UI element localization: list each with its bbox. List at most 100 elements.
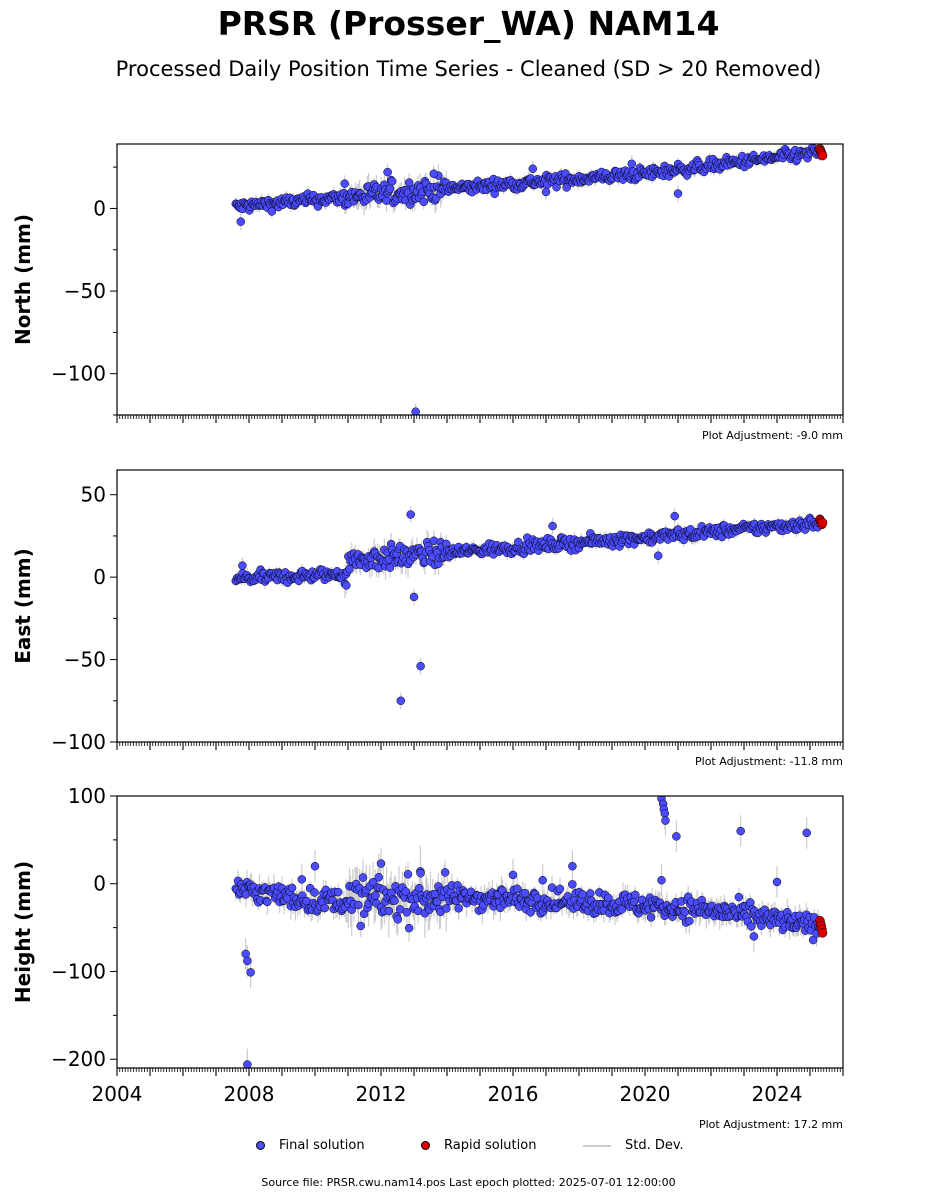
final-point-outlier: [409, 592, 419, 602]
legend-rapid-marker: [421, 1141, 430, 1150]
final-point: [403, 870, 413, 879]
final-point: [746, 922, 756, 931]
final-point: [387, 177, 397, 186]
final-point-outlier: [657, 875, 666, 885]
final-point-outlier: [672, 832, 681, 841]
final-point: [808, 935, 818, 945]
final-point-outlier: [660, 809, 670, 818]
final-point: [568, 880, 577, 889]
panel-north: 0 −50 −100 North (mm) Plot Adjustment: -9.0 …: [11, 143, 844, 442]
rapid-solution-points: [815, 514, 828, 530]
source-footer: Source file: PRSR.cwu.nam14.pos Last epo…: [261, 1176, 676, 1189]
final-point: [520, 888, 530, 898]
rapid-point: [817, 150, 828, 161]
final-point-outlier: [342, 581, 351, 590]
final-point: [263, 897, 272, 907]
final-point-outlier: [376, 859, 386, 868]
y-tick-label: 0: [93, 872, 106, 896]
final-point: [514, 537, 523, 547]
final-point: [604, 893, 613, 903]
final-point: [414, 883, 424, 893]
std-dev-bars: [235, 796, 821, 1068]
y-axis: 100 0 −100 −200: [51, 784, 117, 1071]
final-point-outlier: [538, 875, 547, 885]
final-point: [371, 891, 380, 900]
final-point: [393, 915, 403, 924]
final-point-outlier: [238, 561, 247, 570]
plot-adjustment-label: Plot Adjustment: 17.2 mm: [699, 1118, 843, 1131]
final-point-outlier: [541, 187, 551, 197]
y-axis: 0 −50 −100: [51, 166, 117, 416]
final-point: [287, 883, 297, 893]
final-point-outlier: [416, 661, 425, 671]
plot-area: [231, 796, 828, 1068]
final-point-outlier: [548, 521, 557, 531]
legend-rapid-label: Rapid solution: [444, 1138, 537, 1153]
final-point-outlier: [236, 217, 245, 226]
y-axis-label: North (mm): [11, 214, 35, 345]
final-point: [401, 887, 410, 896]
final-point: [745, 898, 755, 907]
x-tick-label: 2024: [752, 1082, 803, 1106]
final-point: [617, 905, 627, 914]
final-point: [385, 563, 395, 572]
final-point: [384, 906, 394, 916]
final-point-outlier: [429, 169, 439, 178]
rapid-solution-points: [815, 144, 828, 161]
y-tick-label: −50: [64, 279, 106, 303]
rapid-solution-points: [815, 915, 828, 938]
y-tick-label: −100: [51, 959, 106, 983]
final-point-outlier: [736, 826, 745, 836]
final-point: [358, 873, 368, 882]
final-point: [419, 197, 428, 207]
x-tick-label: 2012: [356, 1082, 407, 1106]
y-tick-label: 0: [93, 565, 106, 589]
x-tick-label: 2020: [620, 1082, 671, 1106]
final-point-outlier: [653, 551, 663, 560]
final-point: [267, 207, 277, 216]
final-point-outlier: [627, 159, 637, 169]
final-point: [512, 884, 522, 894]
final-point-outlier: [661, 816, 670, 825]
y-tick-label: 50: [81, 483, 106, 507]
final-point: [680, 907, 690, 917]
final-point-outlier: [246, 968, 255, 977]
final-point-outlier: [243, 956, 252, 966]
final-point: [454, 904, 463, 913]
final-point-outlier: [508, 870, 518, 880]
final-point: [685, 916, 694, 926]
y-axis-label: East (mm): [11, 548, 35, 664]
final-point-outlier: [243, 1060, 252, 1068]
rapid-point: [817, 928, 828, 938]
legend-final-label: Final solution: [279, 1138, 365, 1153]
final-point: [404, 923, 414, 933]
rapid-point: [817, 518, 828, 528]
final-point: [586, 889, 595, 898]
final-point: [734, 892, 744, 902]
chart-subtitle: Processed Daily Position Time Series - C…: [115, 57, 822, 81]
final-point: [385, 184, 395, 193]
final-point: [402, 908, 412, 917]
final-point-outlier: [673, 189, 683, 198]
final-point-outlier: [297, 875, 307, 884]
plot-frame: [116, 469, 844, 743]
final-point-outlier: [241, 949, 250, 959]
y-tick-label: 0: [93, 196, 106, 220]
legend-std-line: [583, 1144, 611, 1147]
legend-final-marker: [256, 1141, 265, 1150]
final-point: [631, 890, 640, 900]
x-axis: [116, 415, 844, 423]
final-point: [526, 908, 535, 917]
final-point-outlier: [416, 868, 425, 878]
final-point: [404, 178, 414, 187]
y-axis-label: Height (mm): [11, 861, 35, 1003]
final-point: [442, 904, 451, 913]
legend-final: Final solution: [256, 1138, 365, 1153]
x-axis: 2004 2008 2012 2016 2020 2024: [92, 1068, 844, 1106]
plot-frame: [116, 795, 844, 1069]
final-point: [333, 887, 343, 897]
legend-rapid: Rapid solution: [421, 1138, 536, 1153]
final-point-outlier: [406, 510, 415, 519]
y-axis: 50 0 −50 −100: [51, 483, 117, 754]
final-solution-points: [231, 796, 825, 1068]
